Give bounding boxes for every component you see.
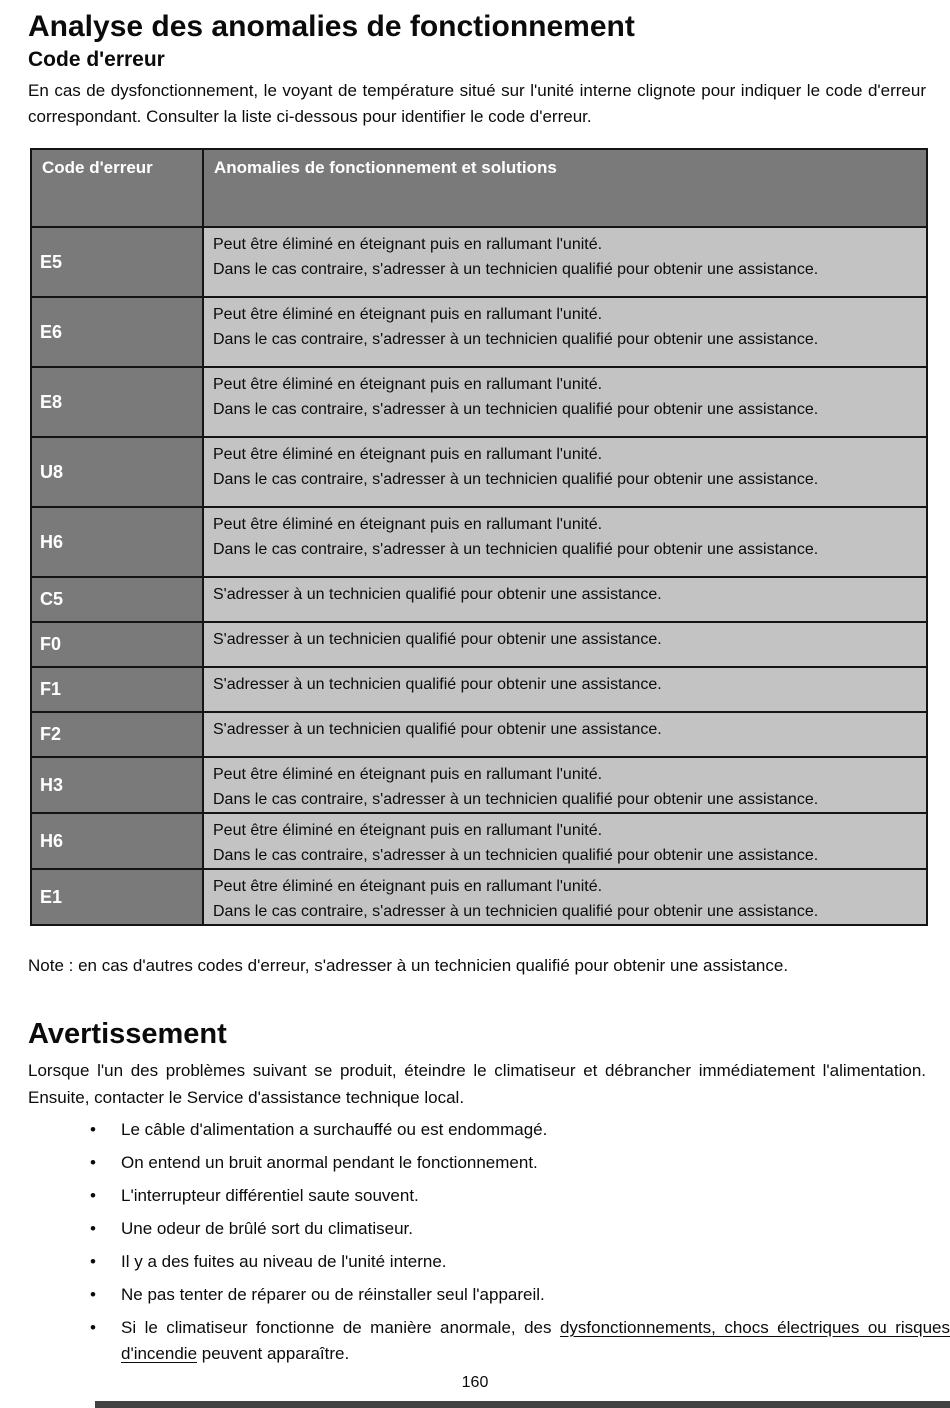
code-cell: F0 bbox=[30, 621, 204, 668]
solution-line: Peut être éliminé en éteignant puis en r… bbox=[213, 516, 603, 533]
table-row: H6 Peut être éliminé en éteignant puis e… bbox=[30, 812, 928, 870]
code-cell: E5 bbox=[30, 226, 204, 298]
solution-cell: Peut être éliminé en éteignant puis en r… bbox=[202, 366, 928, 438]
solution-line: Peut être éliminé en éteignant puis en r… bbox=[213, 878, 603, 895]
warning-last-post: peuvent apparaître. bbox=[197, 1344, 350, 1363]
solution-line: Dans le cas contraire, s'adresser à un t… bbox=[213, 903, 819, 920]
code-cell: E6 bbox=[30, 296, 204, 368]
solution-cell: Peut être éliminé en éteignant puis en r… bbox=[202, 226, 928, 298]
table-row: E5 Peut être éliminé en éteignant puis e… bbox=[30, 226, 928, 298]
solution-line: S'adresser à un technicien qualifié pour… bbox=[213, 586, 662, 603]
code-cell: F2 bbox=[30, 711, 204, 758]
warning-bullet-list: Le câble d'alimentation a surchauffé ou … bbox=[28, 1117, 950, 1367]
solution-line: S'adresser à un technicien qualifié pour… bbox=[213, 676, 662, 693]
solution-line: Peut être éliminé en éteignant puis en r… bbox=[213, 306, 603, 323]
solution-line: S'adresser à un technicien qualifié pour… bbox=[213, 721, 662, 738]
table-row: H3 Peut être éliminé en éteignant puis e… bbox=[30, 756, 928, 814]
intro-paragraph: En cas de dysfonctionnement, le voyant d… bbox=[28, 81, 926, 126]
table-row: E6 Peut être éliminé en éteignant puis e… bbox=[30, 296, 928, 368]
table-row: E1 Peut être éliminé en éteignant puis e… bbox=[30, 868, 928, 926]
solution-cell: S'adresser à un technicien qualifié pour… bbox=[202, 666, 928, 713]
code-cell: F1 bbox=[30, 666, 204, 713]
code-cell: E8 bbox=[30, 366, 204, 438]
solution-line: Dans le cas contraire, s'adresser à un t… bbox=[213, 471, 819, 488]
table-row: E8 Peut être éliminé en éteignant puis e… bbox=[30, 366, 928, 438]
solution-line: Dans le cas contraire, s'adresser à un t… bbox=[213, 261, 819, 278]
warning-bullet: Le câble d'alimentation a surchauffé ou … bbox=[90, 1117, 950, 1143]
solution-line: Dans le cas contraire, s'adresser à un t… bbox=[213, 541, 819, 558]
note-paragraph: Note : en cas d'autres codes d'erreur, s… bbox=[28, 956, 789, 975]
solution-cell: Peut être éliminé en éteignant puis en r… bbox=[202, 436, 928, 508]
warning-intro: Lorsque l'un des problèmes suivant se pr… bbox=[28, 1061, 926, 1107]
solution-cell: Peut être éliminé en éteignant puis en r… bbox=[202, 812, 928, 870]
code-cell: U8 bbox=[30, 436, 204, 508]
code-cell: C5 bbox=[30, 576, 204, 623]
solution-line: Peut être éliminé en éteignant puis en r… bbox=[213, 376, 603, 393]
solution-cell: Peut être éliminé en éteignant puis en r… bbox=[202, 506, 928, 578]
code-cell: E1 bbox=[30, 868, 204, 926]
table-row: C5 S'adresser à un technicien qualifié p… bbox=[30, 576, 928, 623]
solution-line: Dans le cas contraire, s'adresser à un t… bbox=[213, 401, 819, 418]
solution-line: Dans le cas contraire, s'adresser à un t… bbox=[213, 791, 819, 808]
warning-bullet: Une odeur de brûlé sort du climatiseur. bbox=[90, 1216, 950, 1242]
footer-bar bbox=[95, 1401, 950, 1408]
solution-line: Peut être éliminé en éteignant puis en r… bbox=[213, 822, 603, 839]
solution-cell: S'adresser à un technicien qualifié pour… bbox=[202, 621, 928, 668]
warning-bullet: On entend un bruit anormal pendant le fo… bbox=[90, 1150, 950, 1176]
table-header-row: Code d'erreur Anomalies de fonctionnemen… bbox=[30, 148, 928, 228]
table-row: U8 Peut être éliminé en éteignant puis e… bbox=[30, 436, 928, 508]
section-heading-error-code: Code d'erreur bbox=[28, 48, 165, 71]
warning-bullet: L'interrupteur différentiel saute souven… bbox=[90, 1183, 950, 1209]
header-cell-code: Code d'erreur bbox=[30, 148, 204, 228]
code-cell: H3 bbox=[30, 756, 204, 814]
solution-cell: Peut être éliminé en éteignant puis en r… bbox=[202, 296, 928, 368]
warning-bullet: Ne pas tenter de réparer ou de réinstall… bbox=[90, 1282, 950, 1308]
solution-line: Peut être éliminé en éteignant puis en r… bbox=[213, 766, 603, 783]
code-cell: H6 bbox=[30, 506, 204, 578]
warning-last-underlined: dysfonctionnements, chocs électriques ou… bbox=[121, 1318, 950, 1363]
table-row: H6 Peut être éliminé en éteignant puis e… bbox=[30, 506, 928, 578]
warning-heading: Avertissement bbox=[28, 1018, 227, 1050]
solution-cell: S'adresser à un technicien qualifié pour… bbox=[202, 576, 928, 623]
table-row: F0 S'adresser à un technicien qualifié p… bbox=[30, 621, 928, 668]
solution-cell: Peut être éliminé en éteignant puis en r… bbox=[202, 756, 928, 814]
solution-line: Peut être éliminé en éteignant puis en r… bbox=[213, 446, 603, 463]
warning-last-pre: Si le climatiseur fonctionne de manière … bbox=[121, 1318, 560, 1337]
page-title: Analyse des anomalies de fonctionnement bbox=[28, 10, 635, 43]
solution-line: Dans le cas contraire, s'adresser à un t… bbox=[213, 331, 819, 348]
solution-line: Peut être éliminé en éteignant puis en r… bbox=[213, 236, 603, 253]
table-row: F2 S'adresser à un technicien qualifié p… bbox=[30, 711, 928, 758]
code-cell: H6 bbox=[30, 812, 204, 870]
warning-bullet-last: Si le climatiseur fonctionne de manière … bbox=[90, 1315, 950, 1367]
solution-line: S'adresser à un technicien qualifié pour… bbox=[213, 631, 662, 648]
solution-line: Dans le cas contraire, s'adresser à un t… bbox=[213, 847, 819, 864]
page-number: 160 bbox=[461, 1374, 489, 1391]
header-cell-solution: Anomalies de fonctionnement et solutions bbox=[202, 148, 928, 228]
error-code-table: Code d'erreur Anomalies de fonctionnemen… bbox=[30, 148, 928, 926]
table-row: F1 S'adresser à un technicien qualifié p… bbox=[30, 666, 928, 713]
solution-cell: S'adresser à un technicien qualifié pour… bbox=[202, 711, 928, 758]
page-content: Analyse des anomalies de fonctionnement … bbox=[0, 0, 950, 1367]
warning-bullet: Il y a des fuites au niveau de l'unité i… bbox=[90, 1249, 950, 1275]
solution-cell: Peut être éliminé en éteignant puis en r… bbox=[202, 868, 928, 926]
